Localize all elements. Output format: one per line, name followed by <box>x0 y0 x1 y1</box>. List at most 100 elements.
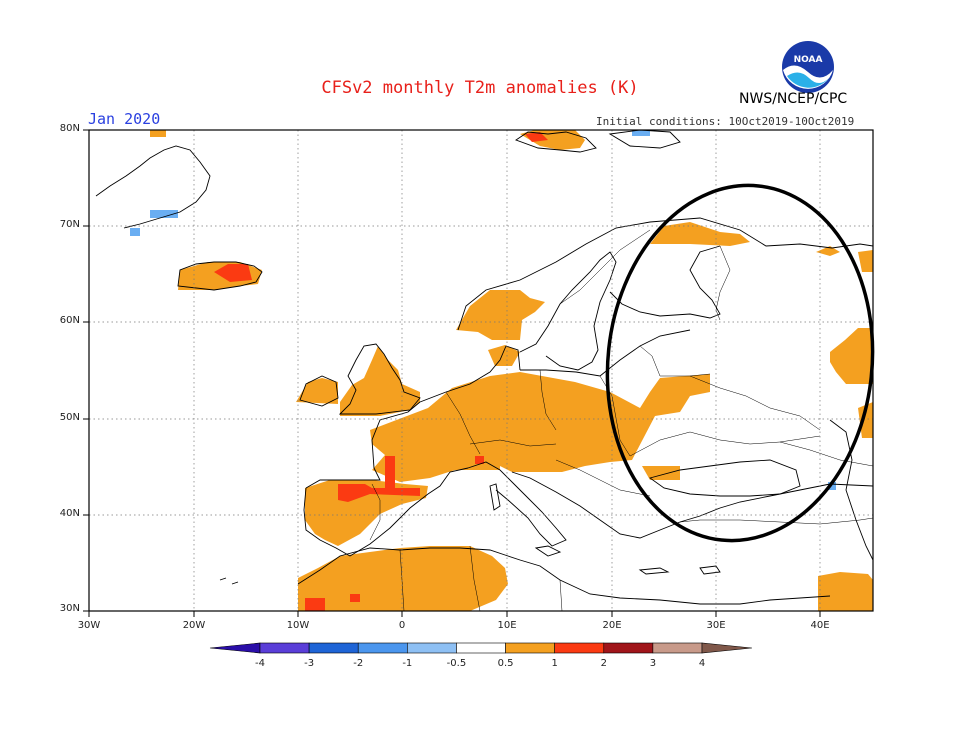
lat-label: 50N <box>59 412 80 423</box>
coast-crete <box>638 567 670 575</box>
coast-sweden-baltic <box>519 251 617 371</box>
anomaly-cold-greenland-south <box>130 228 140 236</box>
colorbar-label: 0.5 <box>497 658 514 669</box>
border-france-germany <box>445 391 481 455</box>
border-alps <box>469 439 557 447</box>
coast-canary <box>219 577 239 585</box>
border-turkey <box>679 517 873 525</box>
coast-corsica-sardinia <box>489 483 501 511</box>
anomaly-region-ireland <box>296 378 338 404</box>
anomaly-hot-pyrenees <box>385 456 395 488</box>
noaa-logo: NOAA <box>782 41 834 93</box>
border-iberia <box>369 483 381 541</box>
cold-anomaly-regions <box>130 130 836 490</box>
lon-label: 0 <box>398 620 406 631</box>
anomaly-cold-arctic <box>632 130 650 136</box>
colorbar-label: 3 <box>649 658 657 669</box>
coastlines <box>95 130 873 605</box>
lon-label: 10W <box>286 620 310 631</box>
coast-iberia <box>303 467 469 557</box>
graticule <box>89 130 873 611</box>
anomaly-region-russia-east <box>830 328 873 384</box>
anomaly-region-british-isles <box>340 346 420 416</box>
coast-italy <box>467 461 567 547</box>
border-balkans <box>555 459 651 497</box>
coast-sicily <box>534 545 562 557</box>
coast-greenland <box>95 145 211 229</box>
warm-anomaly-regions <box>150 130 873 611</box>
coast-iceland <box>177 261 263 291</box>
coast-black-sea <box>648 459 801 497</box>
coast-svalbard <box>515 131 597 153</box>
anomaly-region-russia-ne <box>858 250 873 272</box>
anomaly-hot-atlas <box>350 594 360 602</box>
coast-finland <box>609 245 721 319</box>
noaa-logo-text: NOAA <box>794 55 823 65</box>
colorbar-label: -1 <box>402 658 413 669</box>
anomaly-region-denmark <box>488 345 520 366</box>
border-baltics <box>639 345 711 377</box>
anomaly-region-kola <box>816 246 840 256</box>
anomaly-region-middle-east <box>818 572 873 611</box>
colorbar-label: -3 <box>304 658 315 669</box>
colorbar-label: 1 <box>551 658 558 669</box>
colorbar-label: -0.5 <box>446 658 467 669</box>
colorbar-label: -4 <box>255 658 265 669</box>
anomaly-hot-morocco <box>305 598 325 611</box>
lat-label: 60N <box>59 315 80 326</box>
coast-great-britain <box>338 343 421 415</box>
anomaly-region-scandinavia-west <box>456 290 545 340</box>
lon-label: 30E <box>706 620 726 631</box>
anomaly-hot-alps <box>475 456 484 464</box>
coast-franz-josef <box>608 130 681 149</box>
chart-title: CFSv2 monthly T2m anomalies (K) <box>321 78 639 98</box>
coast-biscay <box>305 401 421 489</box>
colorbar-label: 2 <box>600 658 607 669</box>
colorbar-label: 4 <box>698 658 706 669</box>
anomaly-region-iberia <box>305 480 428 546</box>
lon-label: 30W <box>77 620 101 631</box>
anomaly-hot-iceland <box>214 264 252 282</box>
anomaly-region-svalbard <box>520 130 585 150</box>
border-belarus <box>689 375 821 431</box>
map-frame <box>88 129 874 612</box>
coast-caspian <box>829 419 873 561</box>
lon-label: 20E <box>602 620 622 631</box>
anomaly-cold-caucasus <box>828 482 836 490</box>
lon-label: 10E <box>497 620 517 631</box>
highlight-ellipse <box>605 183 875 543</box>
agency-label: NWS/NCEP/CPC <box>739 91 848 107</box>
anomaly-region-north-africa <box>298 546 508 611</box>
anomaly-fill-layer <box>89 130 873 611</box>
country-borders <box>369 229 873 611</box>
border-finland-russia <box>715 245 731 321</box>
axis-ticks <box>83 129 821 617</box>
coast-cyprus <box>699 565 721 575</box>
colorbar-label: -2 <box>353 658 364 669</box>
lon-label: 40E <box>810 620 830 631</box>
hot-anomaly-regions <box>214 132 548 611</box>
coast-baltic-south <box>520 329 691 377</box>
anomaly-hot-svalbard <box>525 132 548 142</box>
lat-label: 70N <box>59 219 80 230</box>
lon-label: 20W <box>182 620 206 631</box>
forecast-month: Jan 2020 <box>88 110 161 128</box>
initial-conditions: Initial conditions: 10Oct2019-10Oct2019 <box>596 115 855 128</box>
anomaly-region-volga <box>858 402 873 438</box>
anomaly-region-black-sea-west <box>642 466 680 480</box>
anomaly-hot-iberia-north <box>338 484 420 502</box>
lat-label: 30N <box>59 603 80 614</box>
border-norway-sweden <box>559 229 651 305</box>
anomaly-region-north-cape <box>650 222 750 246</box>
lat-label: 80N <box>59 123 80 134</box>
border-russia-kazakh <box>779 441 873 467</box>
anomaly-cold-greenland-east <box>150 210 178 218</box>
coast-continent-north <box>419 345 521 403</box>
anomaly-region-greenland-tip <box>150 130 166 137</box>
coast-north-africa <box>297 547 831 605</box>
coast-scandinavia <box>457 217 873 331</box>
anomaly-region-italy-north <box>470 450 500 468</box>
anomaly-region-central-europe <box>370 372 710 482</box>
coast-ireland <box>299 375 339 407</box>
